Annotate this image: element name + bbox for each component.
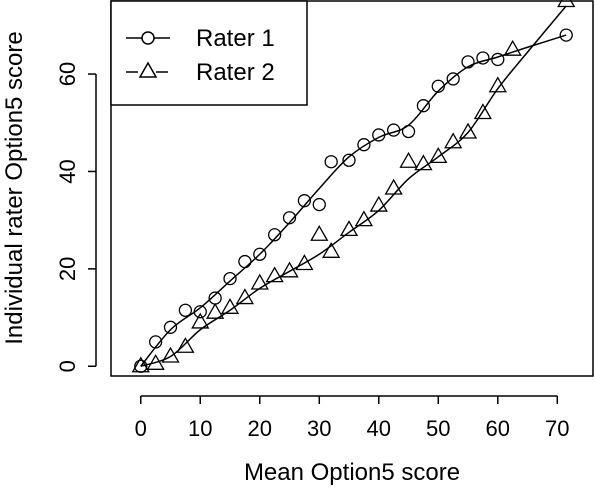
data-point-rater-2: [369, 195, 388, 212]
series-rater-2: [131, 0, 576, 373]
x-axis: 0 10 20 30 40 50 60 70: [135, 395, 570, 441]
data-point-rater-2: [503, 39, 522, 56]
fit-line-rater-2: [140, 5, 567, 367]
data-point-rater-1: [476, 51, 490, 65]
legend-label-rater-1: Rater 1: [196, 25, 275, 52]
data-point-rater-2: [235, 288, 255, 305]
data-point-rater-1: [148, 335, 163, 349]
data-point-rater-1: [461, 55, 475, 69]
data-point-rater-1: [267, 228, 282, 242]
data-point-rater-1: [446, 72, 460, 86]
data-point-rater-1: [342, 153, 356, 167]
data-point-rater-1: [401, 124, 416, 139]
y-tick-label: 40: [55, 159, 80, 183]
legend-box: [110, 0, 308, 106]
data-point-rater-1: [312, 197, 326, 212]
y-tick-label: 0: [55, 360, 80, 372]
data-point-rater-1: [387, 123, 401, 137]
x-tick-label: 30: [307, 416, 331, 441]
x-tick-label: 0: [135, 416, 147, 441]
legend-label-rater-2: Rater 2: [196, 59, 275, 86]
x-tick-label: 70: [545, 416, 569, 441]
data-point-rater-2: [384, 178, 403, 195]
y-axis-title: Individual rater Option5 score: [1, 31, 28, 345]
data-point-rater-2: [161, 346, 180, 363]
data-point-rater-2: [414, 154, 433, 171]
x-tick-label: 60: [486, 416, 510, 441]
x-tick-label: 20: [248, 416, 272, 441]
data-point-rater-2: [458, 122, 478, 139]
data-point-rater-2: [488, 76, 507, 93]
data-point-rater-2: [176, 336, 195, 353]
data-point-rater-1: [357, 138, 371, 152]
data-point-rater-2: [473, 103, 493, 120]
data-point-rater-2: [265, 266, 284, 283]
data-point-rater-2: [280, 261, 299, 278]
data-point-rater-1: [491, 52, 505, 67]
data-point-rater-2: [310, 224, 329, 241]
data-point-rater-2: [295, 254, 314, 271]
data-point-rater-2: [354, 210, 374, 227]
data-point-rater-1: [324, 155, 338, 169]
data-point-rater-1: [238, 254, 252, 269]
data-point-rater-1: [223, 271, 237, 286]
y-tick-label: 60: [55, 62, 80, 86]
data-point-rater-2: [131, 356, 150, 373]
legend-circle-marker-icon: [141, 31, 155, 45]
x-axis-title: Mean Option5 score: [244, 459, 460, 486]
data-point-rater-2: [399, 151, 418, 168]
data-point-rater-2: [444, 132, 463, 149]
data-point-rater-1: [431, 79, 445, 93]
legend-item-rater-2: Rater 2: [126, 59, 275, 86]
data-point-rater-2: [557, 0, 576, 8]
data-point-rater-2: [339, 220, 359, 237]
y-tick-label: 20: [55, 257, 80, 281]
series-layer: [131, 0, 576, 373]
data-point-rater-2: [322, 242, 341, 258]
x-tick-label: 10: [188, 416, 212, 441]
data-point-rater-1: [178, 303, 193, 317]
x-tick-label: 40: [367, 416, 391, 441]
data-point-rater-2: [250, 273, 269, 290]
data-point-rater-2: [206, 302, 225, 319]
data-point-rater-2: [429, 147, 448, 163]
x-tick-label: 50: [426, 416, 450, 441]
data-point-rater-1: [193, 305, 207, 319]
data-point-rater-1: [372, 128, 386, 142]
data-point-rater-1: [163, 320, 178, 334]
y-axis: 0 20 40 60: [55, 62, 97, 372]
data-point-rater-1: [282, 211, 297, 225]
legend-triangle-marker-icon: [138, 61, 158, 78]
data-point-rater-2: [191, 312, 210, 329]
data-point-rater-1: [297, 194, 312, 208]
data-point-rater-2: [146, 354, 165, 370]
plot-frame: [110, 0, 594, 377]
data-point-rater-2: [220, 298, 240, 314]
legend: Rater 1 Rater 2: [110, 0, 308, 106]
data-point-rater-1: [253, 247, 267, 261]
data-point-rater-1: [416, 99, 431, 113]
legend-item-rater-1: Rater 1: [126, 25, 275, 52]
data-point-rater-1: [559, 28, 573, 42]
series-rater-1: [134, 28, 573, 373]
